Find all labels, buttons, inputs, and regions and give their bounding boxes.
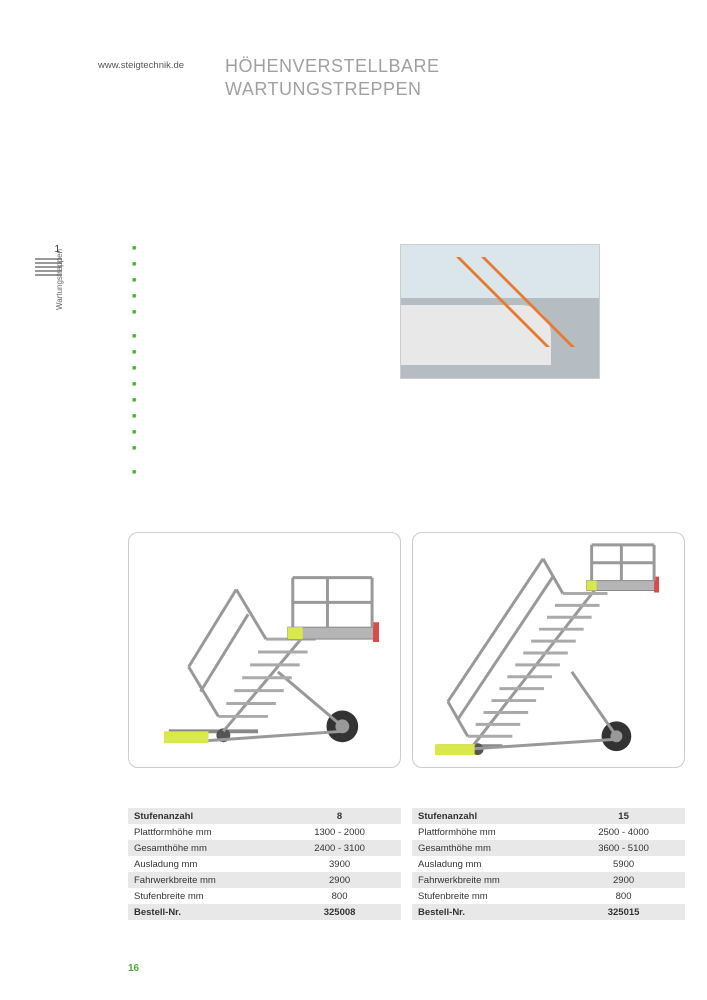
spec-label: Plattformhöhe mm [128, 824, 278, 840]
list-item [132, 412, 382, 423]
spec-label: Bestell-Nr. [412, 904, 562, 920]
spec-value: 2400 - 3100 [278, 840, 401, 856]
spec-label: Stufenanzahl [128, 808, 278, 824]
table-row: Stufenanzahl15 [412, 808, 685, 824]
list-item [132, 244, 382, 255]
hero-photo [400, 244, 600, 379]
spec-label: Plattformhöhe mm [412, 824, 562, 840]
list-item [132, 308, 382, 319]
list-item [132, 428, 382, 439]
list-item [132, 468, 382, 479]
spec-value: 2900 [562, 872, 685, 888]
spec-table-right: Stufenanzahl15Plattformhöhe mm2500 - 400… [412, 808, 685, 920]
table-row: Fahrwerkbreite mm2900 [128, 872, 401, 888]
title-line-2: WARTUNGSTREPPEN [225, 79, 422, 99]
spec-label: Stufenanzahl [412, 808, 562, 824]
list-item [132, 380, 382, 391]
spec-label: Bestell-Nr. [128, 904, 278, 920]
spec-value: 3600 - 5100 [562, 840, 685, 856]
table-row: Stufenbreite mm800 [412, 888, 685, 904]
spec-label: Gesamthöhe mm [412, 840, 562, 856]
list-item [132, 348, 382, 359]
title-line-1: HÖHENVERSTELLBARE [225, 56, 440, 76]
table-row: Ausladung mm5900 [412, 856, 685, 872]
spec-label: Fahrwerkbreite mm [128, 872, 278, 888]
page-number: 16 [128, 963, 139, 974]
list-item [132, 276, 382, 287]
spec-tbody-right: Stufenanzahl15Plattformhöhe mm2500 - 400… [412, 808, 685, 920]
page-title: HÖHENVERSTELLBARE WARTUNGSTREPPEN [225, 55, 440, 100]
table-row: Bestell-Nr.325015 [412, 904, 685, 920]
side-section-label: Wartungstreppen [55, 249, 64, 310]
table-row: Fahrwerkbreite mm2900 [412, 872, 685, 888]
table-row: Bestell-Nr.325008 [128, 904, 401, 920]
feature-bullet-list [132, 244, 382, 484]
list-item [132, 444, 382, 455]
spec-label: Ausladung mm [128, 856, 278, 872]
list-item [132, 364, 382, 375]
table-row: Stufenanzahl8 [128, 808, 401, 824]
spec-value: 3900 [278, 856, 401, 872]
list-item [132, 396, 382, 407]
product-image-short [128, 532, 401, 768]
table-row: Gesamthöhe mm3600 - 5100 [412, 840, 685, 856]
table-row: Ausladung mm3900 [128, 856, 401, 872]
spec-value: 800 [278, 888, 401, 904]
list-item [132, 292, 382, 303]
spec-label: Ausladung mm [412, 856, 562, 872]
spec-value: 5900 [562, 856, 685, 872]
spec-value: 2500 - 4000 [562, 824, 685, 840]
table-row: Plattformhöhe mm2500 - 4000 [412, 824, 685, 840]
list-item [132, 260, 382, 271]
spec-value: 325015 [562, 904, 685, 920]
spec-value: 800 [562, 888, 685, 904]
list-item [132, 332, 382, 343]
spec-value: 15 [562, 808, 685, 824]
spec-label: Gesamthöhe mm [128, 840, 278, 856]
spec-table-left: Stufenanzahl8Plattformhöhe mm1300 - 2000… [128, 808, 401, 920]
spec-label: Stufenbreite mm [412, 888, 562, 904]
website-url: www.steigtechnik.de [98, 60, 184, 71]
table-row: Plattformhöhe mm1300 - 2000 [128, 824, 401, 840]
table-row: Gesamthöhe mm2400 - 3100 [128, 840, 401, 856]
spec-tbody-left: Stufenanzahl8Plattformhöhe mm1300 - 2000… [128, 808, 401, 920]
spec-value: 8 [278, 808, 401, 824]
spec-value: 1300 - 2000 [278, 824, 401, 840]
spec-value: 325008 [278, 904, 401, 920]
table-row: Stufenbreite mm800 [128, 888, 401, 904]
spec-value: 2900 [278, 872, 401, 888]
spec-label: Fahrwerkbreite mm [412, 872, 562, 888]
spec-label: Stufenbreite mm [128, 888, 278, 904]
product-image-tall [412, 532, 685, 768]
